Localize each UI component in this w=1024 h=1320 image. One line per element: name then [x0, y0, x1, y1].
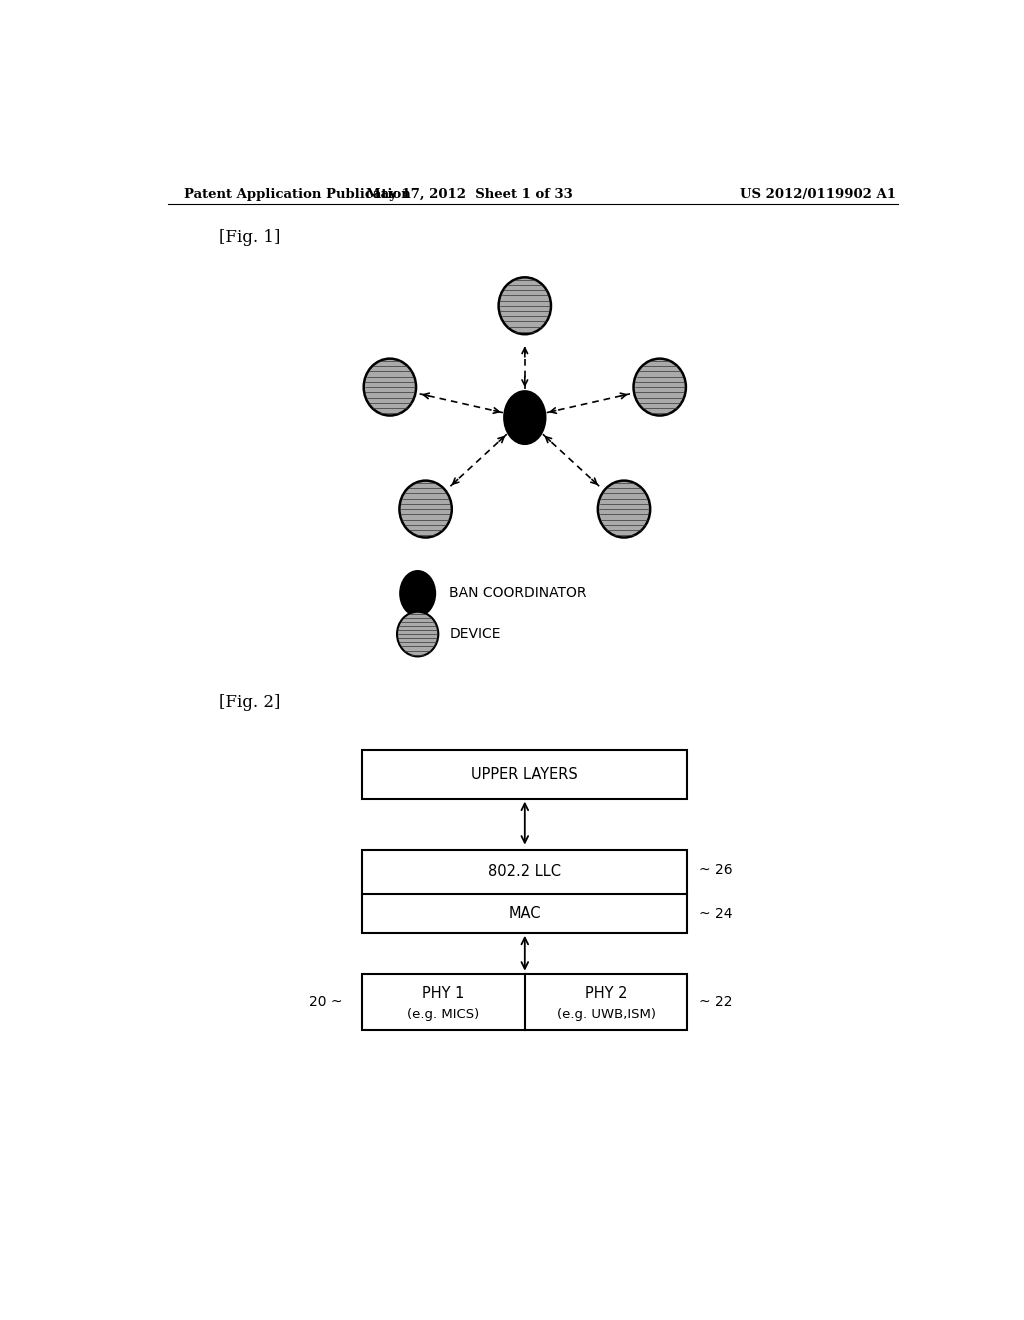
Text: ~ 26: ~ 26 [699, 863, 733, 876]
Text: BAN COORDINATOR: BAN COORDINATOR [450, 586, 587, 601]
Text: May 17, 2012  Sheet 1 of 33: May 17, 2012 Sheet 1 of 33 [366, 189, 572, 202]
Text: UPPER LAYERS: UPPER LAYERS [471, 767, 579, 781]
Ellipse shape [397, 611, 438, 656]
Text: MAC: MAC [509, 906, 541, 921]
Text: DEVICE: DEVICE [450, 627, 501, 642]
Text: PHY 2: PHY 2 [585, 986, 628, 1001]
Text: [Fig. 1]: [Fig. 1] [219, 230, 281, 246]
Text: 20 ~: 20 ~ [309, 995, 342, 1008]
Ellipse shape [399, 480, 452, 537]
Bar [362, 750, 687, 799]
Ellipse shape [400, 572, 435, 615]
Ellipse shape [364, 359, 416, 416]
Text: ~ 22: ~ 22 [699, 995, 733, 1008]
Text: Patent Application Publication: Patent Application Publication [183, 189, 411, 202]
Ellipse shape [598, 480, 650, 537]
Ellipse shape [499, 277, 551, 334]
Text: (e.g. UWB,ISM): (e.g. UWB,ISM) [557, 1008, 655, 1022]
Ellipse shape [634, 359, 686, 416]
Text: PHY 1: PHY 1 [422, 986, 465, 1001]
Text: ~ 24: ~ 24 [699, 907, 733, 920]
Bar [362, 850, 687, 933]
Text: [Fig. 2]: [Fig. 2] [219, 694, 281, 710]
Text: 802.2 LLC: 802.2 LLC [488, 865, 561, 879]
Text: US 2012/0119902 A1: US 2012/0119902 A1 [740, 189, 896, 202]
Text: (e.g. MICS): (e.g. MICS) [408, 1008, 479, 1022]
Bar [362, 974, 687, 1031]
Ellipse shape [504, 391, 546, 444]
